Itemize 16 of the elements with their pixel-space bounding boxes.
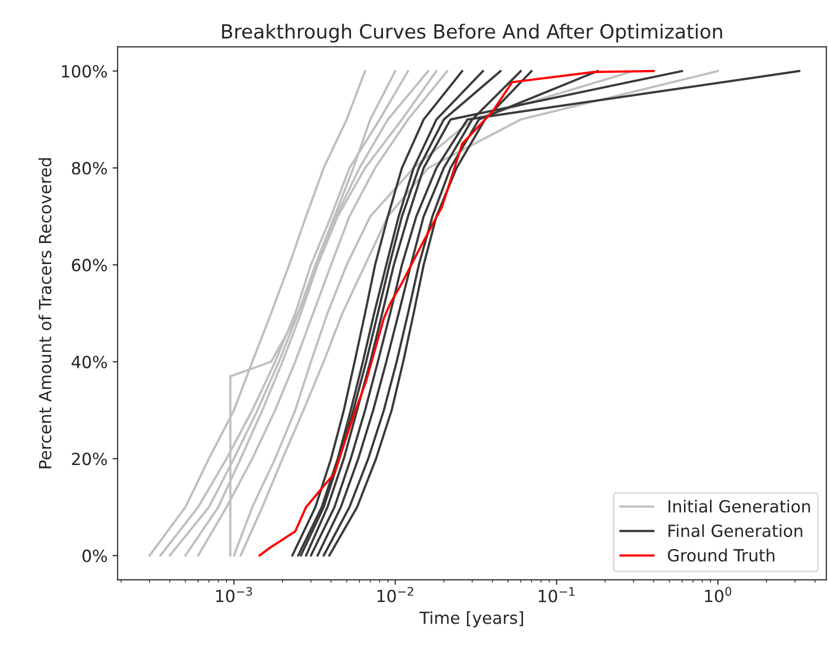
y-tick-label: 80% [72,162,107,175]
y-tick-label: 0% [82,550,107,562]
x-tick-label: 10$^{0}$ [705,587,732,602]
y-tick-label: 60% [72,258,107,272]
x-tick-label: 10$^{−1}$ [538,587,574,602]
chart-title: Breakthrough Curves Before And After Optimization [222,24,722,43]
y-tick-label: 40% [72,356,107,368]
legend-label: Initial Generation [668,500,810,513]
x-tick-label: 10$^{−2}$ [378,587,414,602]
y-tick-label: 20% [72,452,107,466]
x-tick-label: 10$^{−3}$ [216,587,252,602]
x-axis-title: Time [years] [419,611,523,628]
y-axis-title: Percent Amount of Tracers Recovered [38,158,52,468]
legend-label: Ground Truth [668,548,774,562]
y-tick-label: 100% [62,64,107,78]
legend-label: Final Generation [668,524,802,538]
